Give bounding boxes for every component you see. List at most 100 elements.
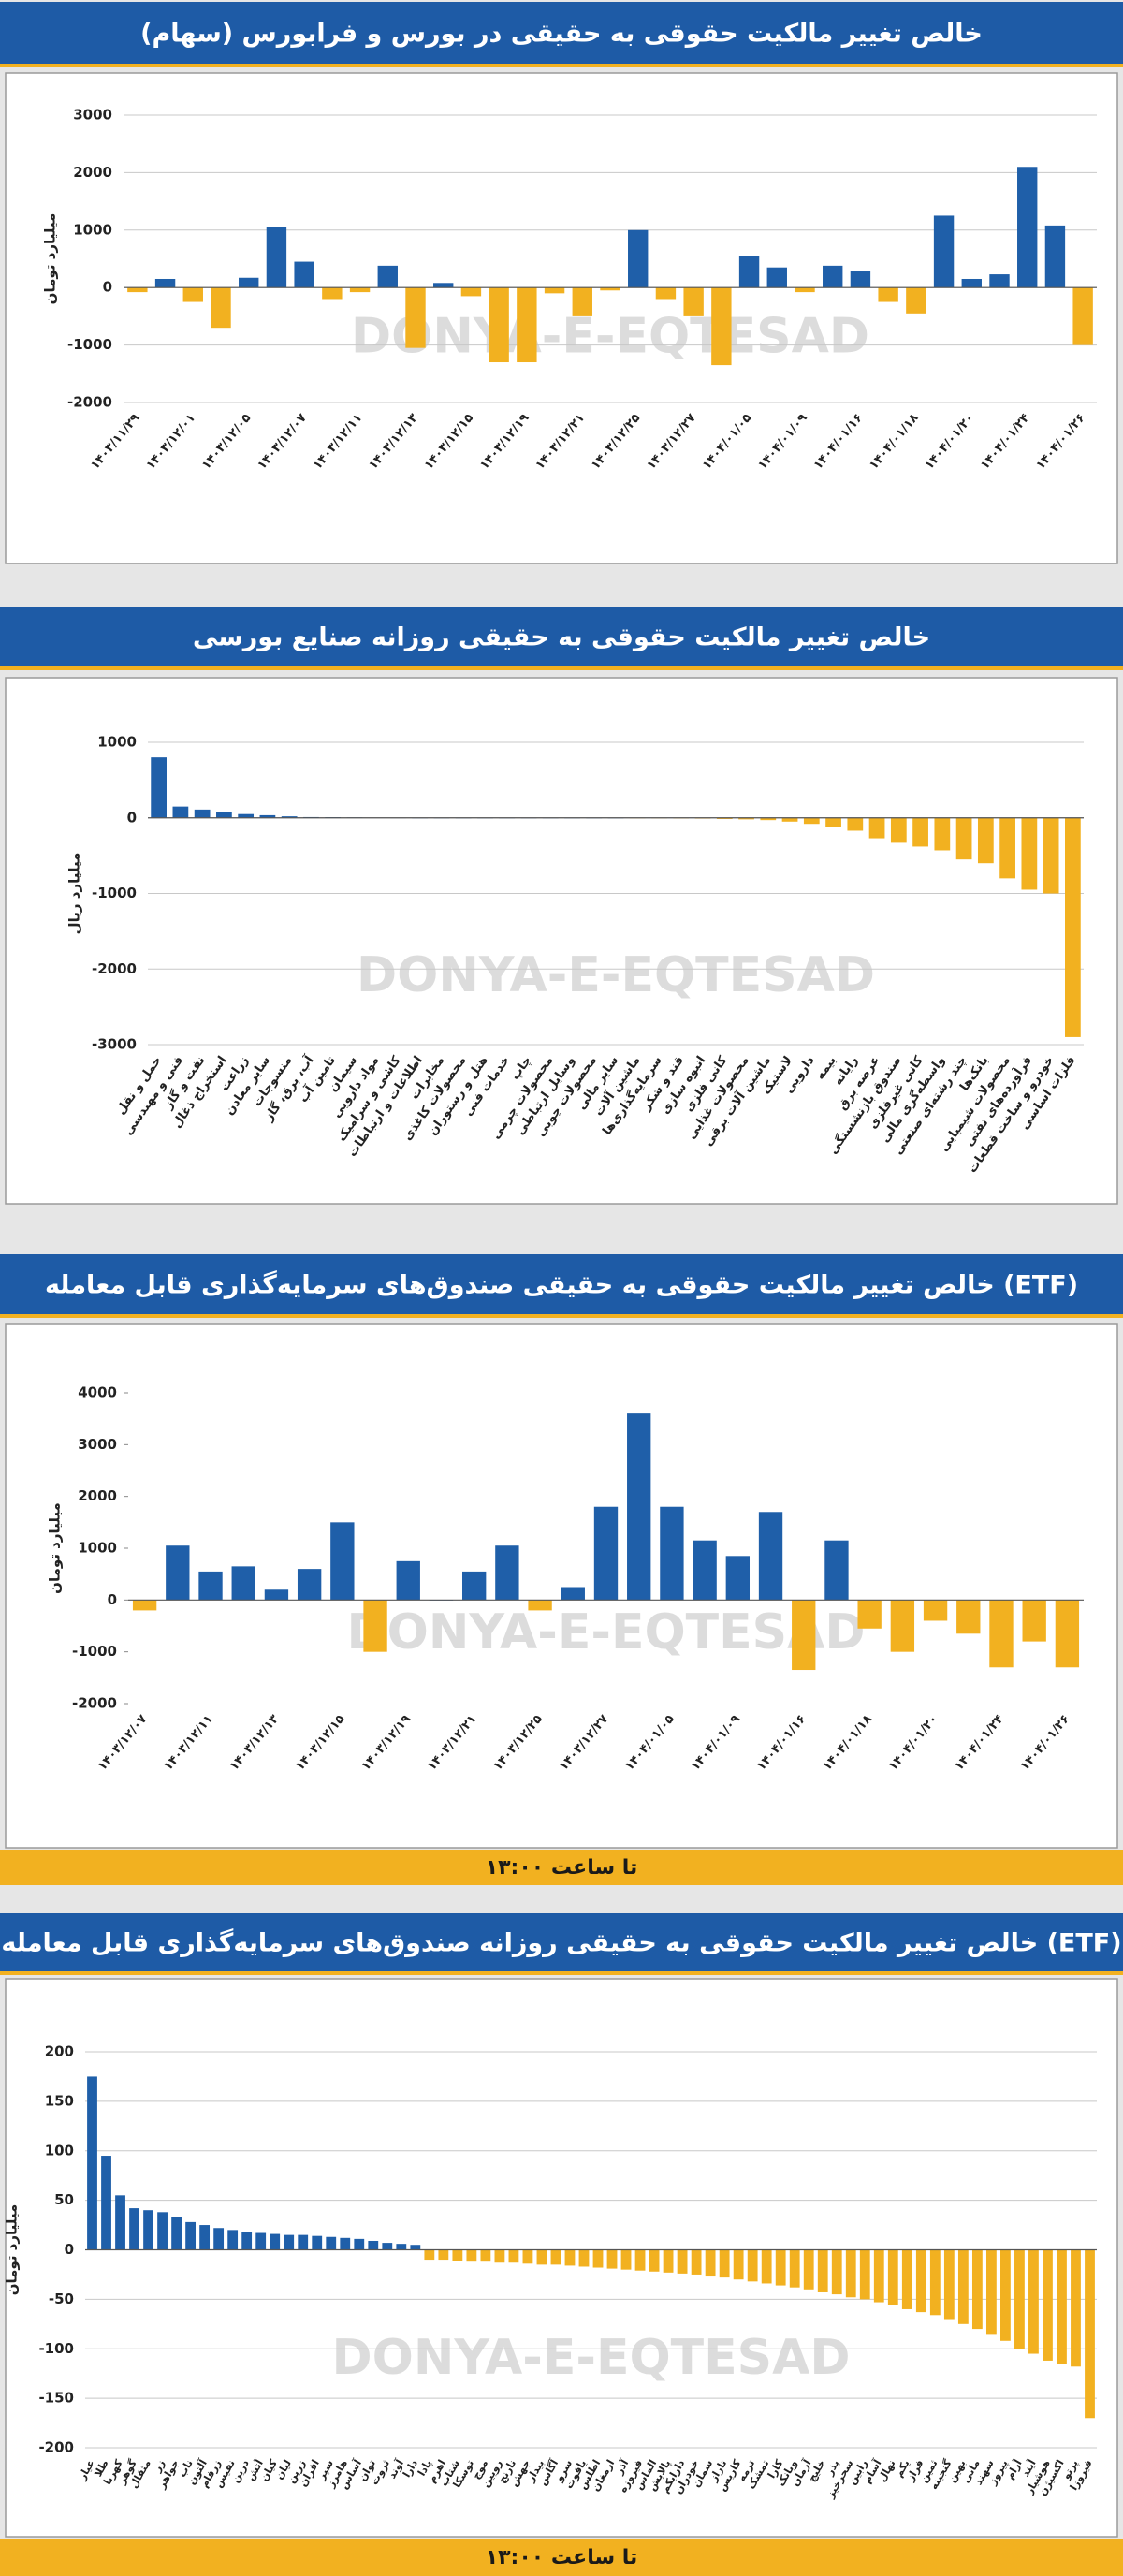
bar — [1021, 817, 1038, 890]
bar — [831, 2249, 842, 2295]
watermark: DONYA-E-EQTESAD — [351, 308, 869, 364]
bar — [634, 2249, 646, 2271]
bar — [989, 274, 1010, 288]
bar — [691, 2249, 702, 2275]
bar — [1055, 1600, 1080, 1668]
bar — [438, 2249, 449, 2261]
bar — [627, 1413, 651, 1601]
note: تا ساعت ۱۳:۰۰ — [486, 1856, 638, 1880]
bar — [592, 2249, 604, 2268]
bar — [758, 1512, 783, 1601]
bar — [87, 2076, 97, 2250]
watermark: DONYA-E-EQTESAD — [357, 947, 875, 1003]
bar — [825, 817, 841, 827]
bar — [495, 1545, 519, 1601]
bar — [620, 2249, 632, 2270]
bar — [238, 813, 255, 818]
bar — [738, 817, 754, 820]
bar — [480, 2249, 491, 2262]
bar — [363, 1600, 387, 1652]
bar — [239, 277, 259, 288]
watermark: DONYA-E-EQTESAD — [346, 1604, 865, 1661]
bar — [803, 817, 820, 825]
bar — [847, 817, 864, 831]
bar — [957, 2249, 969, 2324]
bar — [719, 2249, 730, 2278]
title-underline — [0, 1314, 1123, 1318]
bar — [264, 1589, 289, 1601]
bar — [956, 1600, 981, 1634]
bar — [733, 2249, 744, 2280]
y-tick-label: -1000 — [92, 885, 137, 901]
bar — [1057, 2249, 1067, 2364]
bar — [322, 287, 343, 300]
bar — [817, 2249, 828, 2292]
y-tick-label: -2000 — [92, 960, 137, 977]
bar — [166, 1545, 190, 1601]
bar — [775, 2249, 786, 2286]
bar — [933, 215, 955, 288]
y-tick-label: 3000 — [78, 1436, 117, 1453]
bar — [1071, 2249, 1081, 2367]
bar — [677, 2249, 688, 2274]
bar — [561, 1587, 585, 1601]
y-tick-label: 0 — [108, 1591, 117, 1608]
y-tick-label: 3000 — [73, 107, 112, 124]
bar — [433, 283, 454, 288]
y-axis-label: میلیارد تومان — [42, 213, 59, 305]
watermark: DONYA-E-EQTESAD — [331, 2330, 850, 2386]
bar — [660, 1506, 684, 1601]
bar — [255, 2232, 267, 2250]
bar — [157, 2212, 168, 2250]
bar — [564, 2249, 576, 2266]
y-tick-label: -3000 — [92, 1036, 137, 1053]
bar — [985, 2249, 997, 2334]
bar — [171, 2217, 182, 2250]
bar — [466, 2249, 477, 2262]
note-bar — [0, 1850, 1123, 1885]
bar — [789, 2249, 800, 2288]
y-tick-label: 1000 — [97, 734, 137, 751]
bar — [955, 817, 972, 860]
y-tick-label: 50 — [54, 2191, 74, 2208]
bar — [906, 287, 926, 314]
title-underline — [0, 1971, 1123, 1975]
bar — [971, 2249, 983, 2330]
bar — [578, 2249, 590, 2267]
bar — [845, 2249, 856, 2298]
plot-frame — [5, 1323, 1118, 1849]
note-bar — [0, 2539, 1123, 2576]
bar — [354, 2238, 365, 2250]
bar — [923, 1600, 948, 1621]
bar — [600, 287, 620, 291]
title-bar — [0, 1913, 1123, 1975]
bar — [929, 2249, 941, 2316]
bar — [330, 1522, 355, 1601]
bar — [213, 2228, 225, 2250]
bar — [216, 812, 232, 818]
bar — [377, 265, 398, 288]
bar — [522, 2249, 533, 2264]
bar — [297, 1569, 322, 1601]
bar — [211, 287, 231, 329]
chart-title: خالص تغییر مالکیت حقوقی به حقیقی روزانه … — [1, 1928, 1121, 1958]
bar — [550, 2249, 562, 2265]
bar — [101, 2156, 111, 2250]
bar — [850, 271, 871, 288]
bar — [405, 287, 426, 348]
bar — [270, 2233, 281, 2250]
y-tick-label: 1000 — [78, 1540, 117, 1557]
bar — [915, 2249, 926, 2313]
bar — [795, 287, 815, 293]
bar — [606, 2249, 618, 2269]
bar — [298, 2234, 309, 2250]
bar — [824, 1540, 849, 1601]
bar — [129, 2208, 139, 2250]
bar — [185, 2221, 197, 2250]
bar — [172, 806, 189, 818]
bar — [528, 1600, 552, 1611]
y-tick-label: 2000 — [78, 1487, 117, 1504]
y-tick-label: 4000 — [78, 1384, 117, 1401]
bar — [760, 817, 777, 821]
